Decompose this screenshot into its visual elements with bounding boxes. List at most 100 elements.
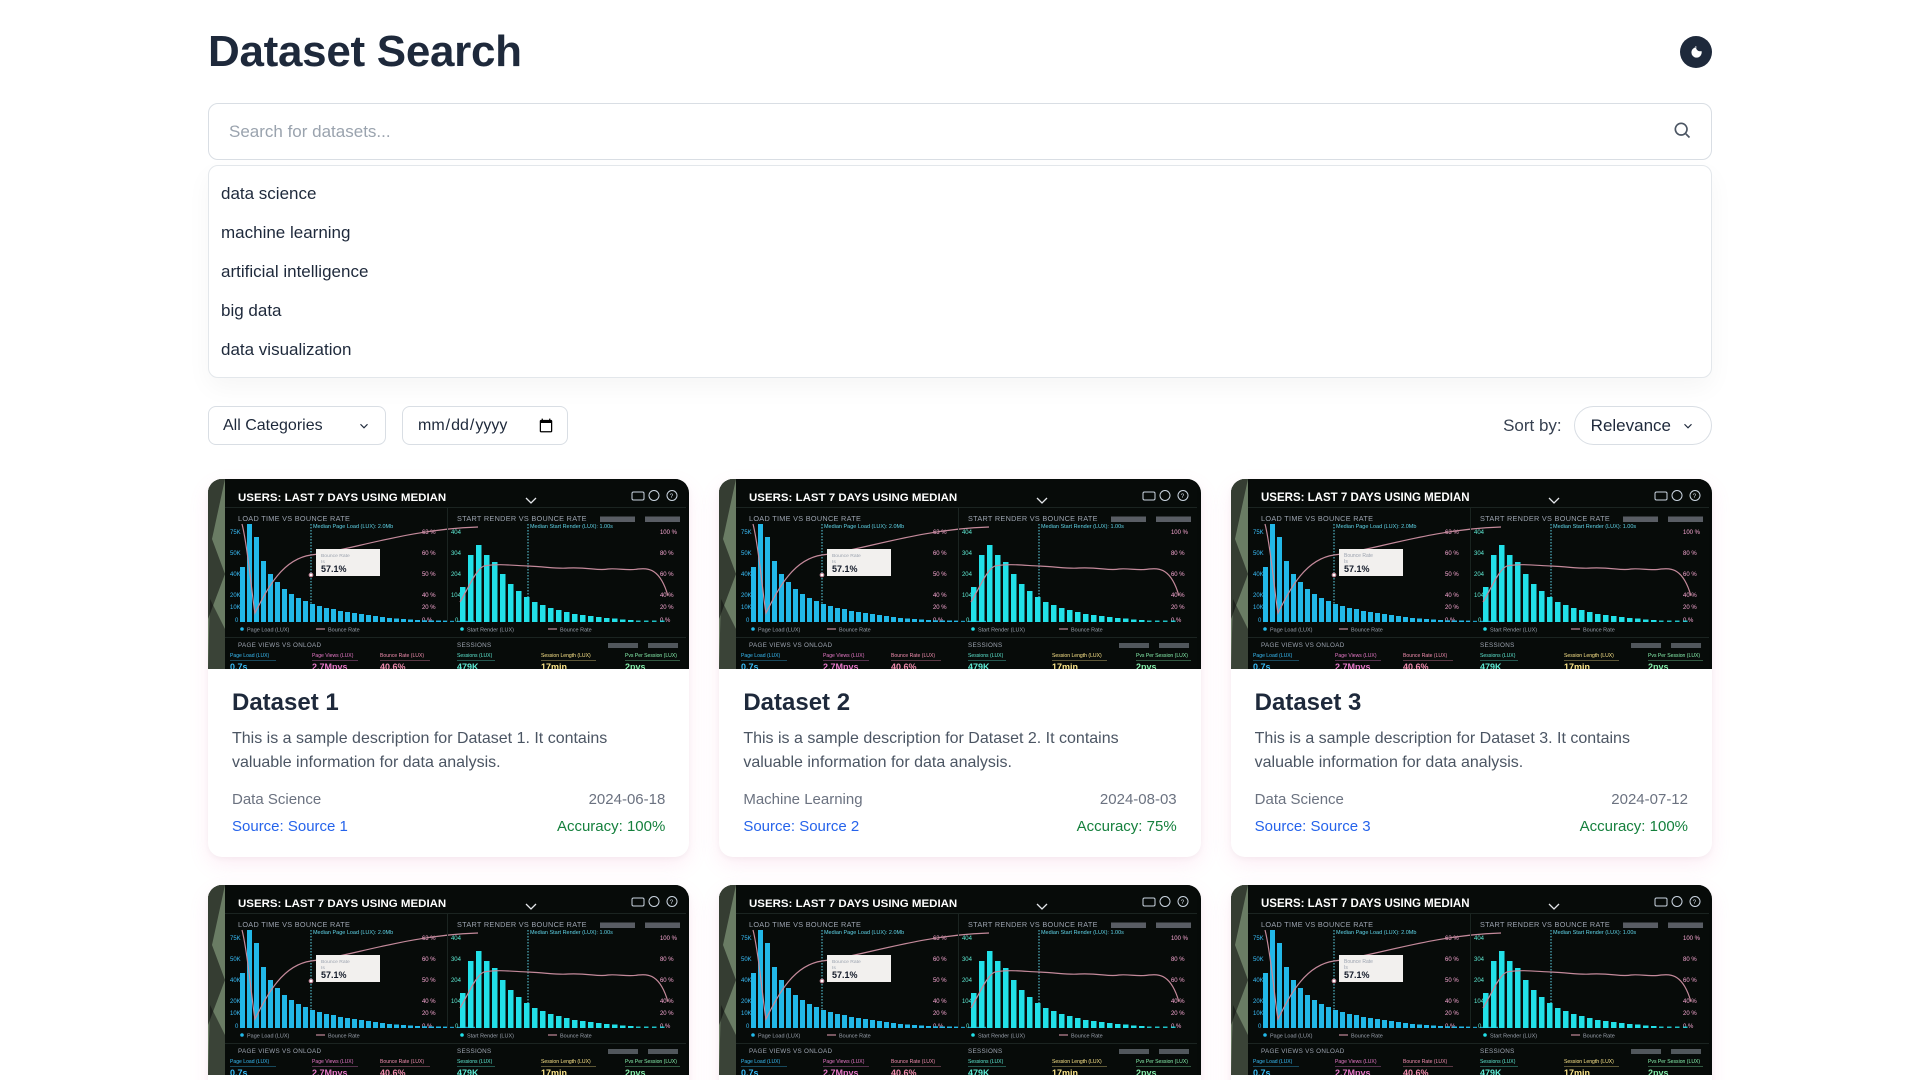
svg-text:SESSIONS: SESSIONS [1480,642,1515,649]
svg-text:40.6%: 40.6% [380,1068,405,1075]
svg-text:17min: 17min [1052,1068,1078,1075]
svg-text:USERS: LAST 7 DAYS USING MEDIA: USERS: LAST 7 DAYS USING MEDIAN [749,898,957,910]
svg-text:20 %: 20 % [660,1011,674,1017]
svg-text:60 %: 60 % [1171,572,1185,578]
svg-text:40.6%: 40.6% [1403,1068,1429,1075]
svg-text:20 %: 20 % [1683,605,1697,611]
svg-text:?: ? [1181,493,1185,500]
svg-text:50K: 50K [1253,551,1264,557]
svg-text:Session Length (LUX): Session Length (LUX) [541,1059,591,1065]
svg-text:17min: 17min [1564,1068,1590,1075]
svg-text:404: 404 [962,530,973,536]
svg-text:Median Page Load (LUX): 2.0Mb: Median Page Load (LUX): 2.0Mb [1336,930,1416,936]
svg-text:Median Page Load (LUX): 2.0Mb: Median Page Load (LUX): 2.0Mb [824,524,904,530]
svg-text:20K: 20K [230,593,241,599]
svg-text:75K: 75K [1253,530,1264,536]
svg-text:Start Render (LUX): Start Render (LUX) [978,1034,1025,1040]
svg-text:Bounce Rate: Bounce Rate [560,1034,592,1040]
svg-text:USERS: LAST 7 DAYS USING MEDIA: USERS: LAST 7 DAYS USING MEDIAN [238,898,446,910]
svg-text:PAGE VIEWS VS ONLOAD: PAGE VIEWS VS ONLOAD [1261,642,1345,649]
svg-text:50 %: 50 % [422,978,436,984]
svg-text:304: 304 [451,551,462,557]
svg-text:50 %: 50 % [933,978,947,984]
svg-text:20 %: 20 % [422,1011,436,1017]
svg-text:USERS: LAST 7 DAYS USING MEDIA: USERS: LAST 7 DAYS USING MEDIAN [238,492,446,504]
svg-text:2.7Mpvs: 2.7Mpvs [312,1068,347,1075]
svg-text:Bounce Rate: Bounce Rate [328,1034,360,1040]
svg-text:START RENDER VS BOUNCE RATE: START RENDER VS BOUNCE RATE [968,514,1098,523]
svg-text:PAGE VIEWS VS ONLOAD: PAGE VIEWS VS ONLOAD [749,642,833,649]
svg-text:0.7s: 0.7s [741,662,758,669]
svg-text:Start Render (LUX): Start Render (LUX) [467,1034,514,1040]
svg-text:50 %: 50 % [933,572,947,578]
svg-text:Sessions (LUX): Sessions (LUX) [968,1059,1004,1065]
svg-text:100 %: 100 % [1171,530,1189,536]
svg-text:17min: 17min [1052,662,1078,669]
svg-text:0.7s: 0.7s [741,1068,758,1075]
svg-text:50K: 50K [230,551,241,557]
svg-text:75K: 75K [1253,936,1264,942]
svg-text:100 %: 100 % [660,936,678,942]
svg-text:0.7s: 0.7s [1253,662,1271,669]
svg-text:304: 304 [962,551,973,557]
svg-text:75K: 75K [230,936,241,942]
svg-text:100 %: 100 % [660,530,678,536]
svg-text:Median Start Render (LUX): 1.0: Median Start Render (LUX): 1.00s [1553,524,1636,530]
svg-text:100 %: 100 % [1171,936,1189,942]
svg-text:Start Render (LUX): Start Render (LUX) [1490,1034,1537,1040]
svg-text:Page Views (LUX): Page Views (LUX) [312,653,354,659]
svg-text:2.7Mpvs: 2.7Mpvs [1335,662,1371,669]
svg-text:17min: 17min [541,662,567,669]
svg-text:Page Load (LUX): Page Load (LUX) [758,628,801,634]
svg-text:50K: 50K [741,551,752,557]
svg-text:479K: 479K [968,662,990,669]
svg-text:Start Render (LUX): Start Render (LUX) [1490,628,1537,634]
svg-text:479K: 479K [457,1068,479,1075]
svg-text:204: 204 [451,572,462,578]
svg-text:57.1%: 57.1% [832,970,857,980]
svg-text:57.1%: 57.1% [832,564,857,574]
svg-text:Median Start Render (LUX): 1.0: Median Start Render (LUX): 1.00s [530,930,613,936]
svg-text:Bounce Rate (LUX): Bounce Rate (LUX) [891,1059,935,1065]
svg-text:Bounce Rate: Bounce Rate [839,628,871,634]
svg-text:40K: 40K [741,572,752,578]
svg-text:60 %: 60 % [1683,572,1697,578]
svg-text:Page Load (LUX): Page Load (LUX) [1270,628,1313,634]
svg-text:404: 404 [451,530,462,536]
svg-text:2pvs: 2pvs [625,1068,645,1075]
svg-text:80 %: 80 % [1683,957,1697,963]
svg-text:Bounce Rate: Bounce Rate [839,1034,871,1040]
svg-text:Page Load (LUX): Page Load (LUX) [230,1059,270,1065]
svg-text:204: 204 [451,978,462,984]
svg-text:40 %: 40 % [1445,593,1459,599]
svg-text:50K: 50K [741,957,752,963]
svg-text:60 %: 60 % [422,957,436,963]
svg-text:40K: 40K [230,978,241,984]
svg-text:10K: 10K [230,1011,241,1017]
svg-text:80 %: 80 % [660,957,674,963]
svg-text:Pvs Per Session (LUX): Pvs Per Session (LUX) [1648,653,1700,659]
svg-text:Page Load (LUX): Page Load (LUX) [1253,1059,1293,1065]
svg-text:Bounce Rate (LUX): Bounce Rate (LUX) [380,1059,424,1065]
svg-text:75K: 75K [741,530,752,536]
svg-text:80 %: 80 % [1683,551,1697,557]
svg-text:START RENDER VS BOUNCE RATE: START RENDER VS BOUNCE RATE [1480,920,1610,929]
svg-text:10K: 10K [741,605,752,611]
svg-text:479K: 479K [1480,662,1502,669]
svg-text:20K: 20K [230,999,241,1005]
svg-text:2pvs: 2pvs [1136,1068,1156,1075]
svg-text:Sessions (LUX): Sessions (LUX) [968,653,1004,659]
svg-text:PAGE VIEWS VS ONLOAD: PAGE VIEWS VS ONLOAD [1261,1048,1345,1055]
svg-text:404: 404 [1474,530,1485,536]
svg-text:40 %: 40 % [422,999,436,1005]
svg-text:60 %: 60 % [422,551,436,557]
svg-text:2.7Mpvs: 2.7Mpvs [1335,1068,1371,1075]
svg-text:10K: 10K [1253,605,1264,611]
svg-text:60 %: 60 % [933,551,947,557]
svg-text:Bounce Rate (LUX): Bounce Rate (LUX) [891,653,935,659]
svg-text:40K: 40K [1253,978,1264,984]
svg-text:Bounce Rate: Bounce Rate [560,628,592,634]
svg-text:0.7s: 0.7s [1253,1068,1271,1075]
svg-text:100 %: 100 % [1683,530,1701,536]
svg-text:USERS: LAST 7 DAYS USING MEDIA: USERS: LAST 7 DAYS USING MEDIAN [749,492,957,504]
